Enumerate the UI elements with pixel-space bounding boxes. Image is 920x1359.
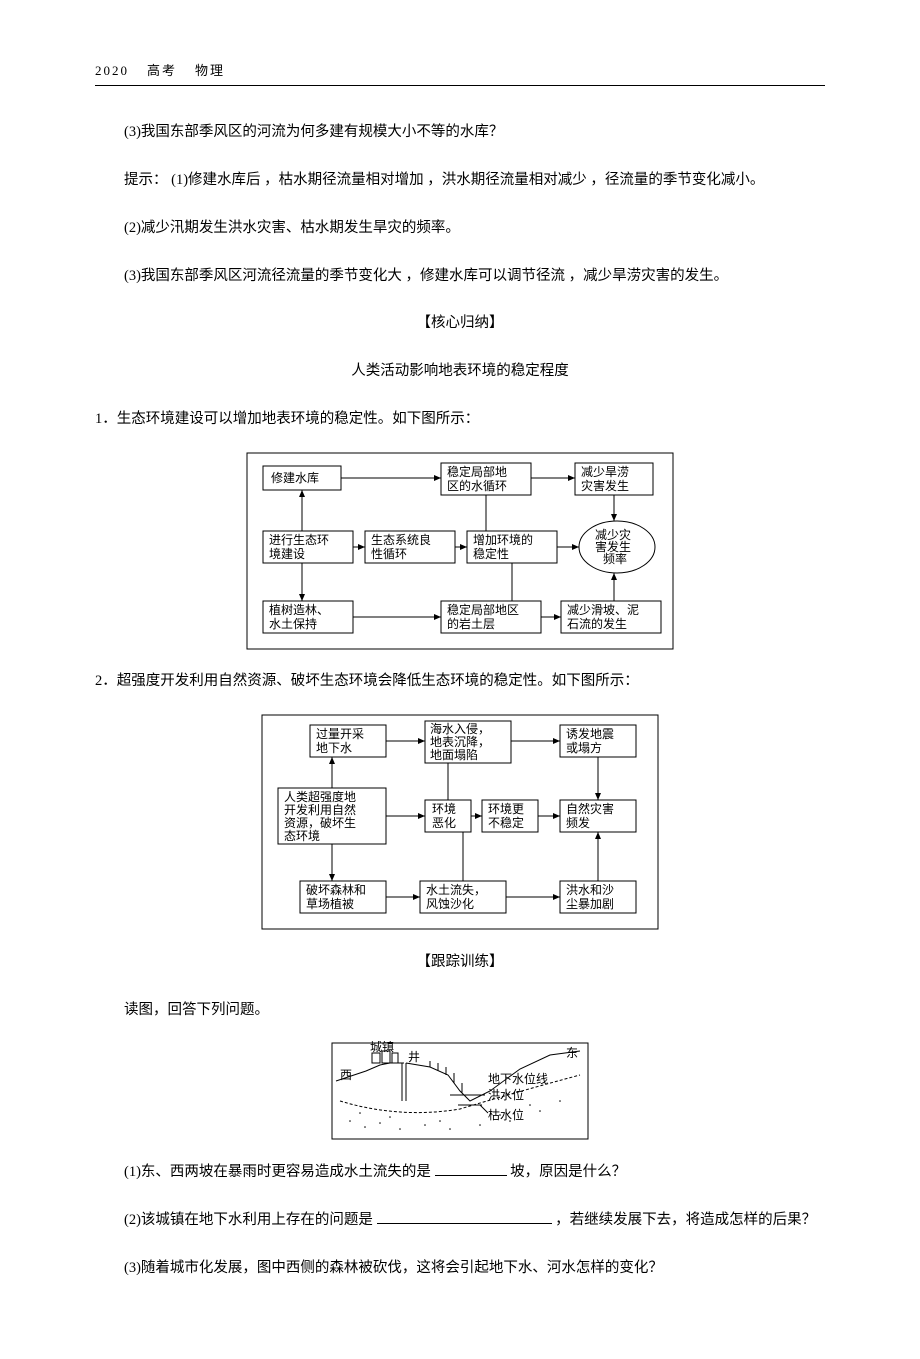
svg-text:过量开采: 过量开采: [316, 727, 364, 741]
svg-text:东: 东: [566, 1046, 578, 1060]
flowchart-stability-increase: 修建水库 稳定局部地 区的水循环 减少旱涝 灾害发生 进行生态环 境建设 生态系…: [95, 451, 825, 651]
svg-text:水土保持: 水土保持: [269, 616, 317, 631]
header-level: 高考: [147, 63, 177, 78]
svg-text:水土流失，: 水土流失，: [426, 882, 486, 897]
question: (2)该城镇在地下水利用上存在的问题是 ，若继续发展下去，将造成怎样的后果？: [95, 1204, 825, 1237]
svg-text:自然灾害: 自然灾害: [566, 801, 614, 816]
svg-text:生态系统良: 生态系统良: [371, 532, 431, 547]
question: (3)随着城市化发展，图中西侧的森林被砍伐，这将会引起地下水、河水怎样的变化？: [95, 1252, 825, 1285]
svg-text:恶化: 恶化: [432, 816, 456, 830]
svg-text:洪水位: 洪水位: [488, 1087, 524, 1102]
svg-text:草场植被: 草场植被: [306, 896, 354, 911]
numbered-point: 2．超强度开发利用自然资源、破坏生态环境会降低生态环境的稳定性。如下图所示：: [95, 665, 825, 698]
svg-text:洪水和沙: 洪水和沙: [566, 883, 614, 897]
svg-text:减少滑坡、泥: 减少滑坡、泥: [567, 603, 639, 617]
svg-text:城镇: 城镇: [370, 1041, 394, 1054]
page-header: 2020 高考 物理: [95, 60, 825, 86]
svg-text:不稳定: 不稳定: [488, 815, 524, 830]
svg-text:稳定局部地: 稳定局部地: [447, 464, 507, 479]
svg-text:环境更: 环境更: [488, 801, 524, 816]
svg-text:破坏森林和: 破坏森林和: [306, 882, 366, 897]
svg-text:地下水位线: 地下水位线: [488, 1071, 548, 1086]
paragraph: (3)我国东部季风区的河流为何多建有规模大小不等的水库？: [95, 116, 825, 149]
svg-text:进行生态环: 进行生态环: [269, 533, 329, 547]
numbered-point: 1．生态环境建设可以增加地表环境的稳定性。如下图所示：: [95, 403, 825, 436]
question: (1)东、西两坡在暴雨时更容易造成水土流失的是 坡，原因是什么？: [95, 1156, 825, 1189]
section-label: 【核心归纳】: [95, 307, 825, 340]
svg-text:灾害发生: 灾害发生: [581, 478, 629, 493]
paragraph: (2)减少汛期发生洪水灾害、枯水期发生旱灾的频率。: [95, 212, 825, 245]
svg-text:态环境: 态环境: [284, 828, 320, 843]
section-label: 【跟踪训练】: [95, 946, 825, 979]
fill-blank[interactable]: [435, 1160, 507, 1176]
svg-text:石流的发生: 石流的发生: [567, 616, 627, 631]
svg-text:或塌方: 或塌方: [566, 740, 602, 755]
svg-text:诱发地震: 诱发地震: [566, 726, 614, 741]
svg-text:频发: 频发: [566, 815, 590, 830]
svg-text:境建设: 境建设: [269, 546, 305, 561]
svg-text:风蚀沙化: 风蚀沙化: [426, 897, 474, 911]
fill-blank[interactable]: [377, 1208, 552, 1224]
svg-text:性循环: 性循环: [371, 547, 407, 561]
subtitle: 人类活动影响地表环境的稳定程度: [95, 355, 825, 388]
svg-text:稳定性: 稳定性: [473, 546, 509, 561]
svg-text:资源，破坏生: 资源，破坏生: [284, 815, 356, 830]
paragraph: 提示： (1)修建水库后 ，枯水期径流量相对增加 ，洪水期径流量相对减少 ，径流…: [95, 164, 825, 197]
svg-text:地面塌陷: 地面塌陷: [430, 747, 478, 762]
svg-text:海水入侵，: 海水入侵，: [430, 721, 490, 736]
svg-text:减少旱涝: 减少旱涝: [581, 465, 629, 479]
svg-text:环境: 环境: [432, 801, 456, 816]
svg-text:的岩土层: 的岩土层: [447, 616, 495, 631]
svg-text:频率: 频率: [603, 551, 627, 566]
exercise-intro: 读图，回答下列问题。: [95, 994, 825, 1027]
svg-text:稳定局部地区: 稳定局部地区: [447, 602, 519, 617]
svg-text:井: 井: [408, 1050, 420, 1064]
svg-text:增加环境的: 增加环境的: [473, 532, 533, 547]
svg-text:枯水位: 枯水位: [488, 1107, 524, 1122]
svg-text:修建水库: 修建水库: [271, 470, 319, 485]
svg-text:尘暴加剧: 尘暴加剧: [566, 897, 614, 911]
cross-section-diagram: 城镇 井 西 东 地下水位线: [95, 1041, 825, 1141]
flowchart-stability-decrease: 过量开采 地下水 海水入侵， 地表沉降， 地面塌陷 诱发地震 或塌方 人类超强度…: [95, 713, 825, 931]
svg-text:区的水循环: 区的水循环: [447, 478, 507, 493]
svg-text:开发利用自然: 开发利用自然: [284, 802, 356, 817]
header-year: 2020: [95, 63, 129, 78]
header-subject: 物理: [195, 63, 225, 78]
paragraph: (3)我国东部季风区河流径流量的季节变化大 ，修建水库可以调节径流 ，减少旱涝灾…: [95, 260, 825, 293]
svg-text:地表沉降，: 地表沉降，: [430, 735, 490, 749]
svg-text:植树造林、: 植树造林、: [269, 602, 329, 617]
svg-text:人类超强度地: 人类超强度地: [284, 789, 356, 804]
svg-text:西: 西: [340, 1068, 352, 1082]
svg-text:地下水: 地下水: [316, 741, 352, 755]
